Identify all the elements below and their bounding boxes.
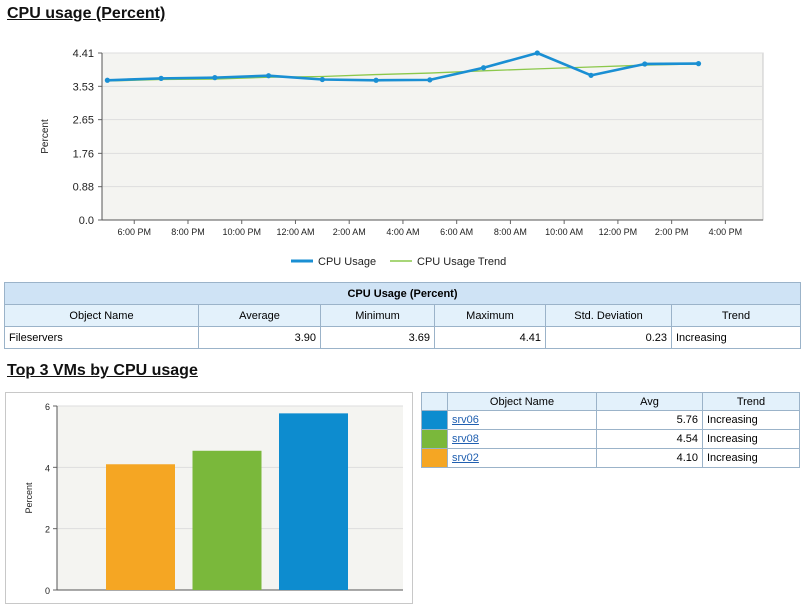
- cell-average: 3.90: [198, 326, 321, 349]
- x-tick-label: 4:00 AM: [386, 227, 419, 237]
- y-tick-label: 0: [45, 586, 50, 596]
- y-tick-label: 6: [45, 402, 50, 412]
- column-header-std-deviation: Std. Deviation: [545, 304, 672, 327]
- data-point: [480, 65, 487, 71]
- plot-area: [101, 52, 764, 221]
- data-point: [158, 75, 164, 81]
- y-tick-label: 3.53: [73, 81, 94, 93]
- data-point: [373, 77, 379, 83]
- data-point: [319, 76, 325, 83]
- vm-link-srv06[interactable]: srv06: [452, 414, 479, 426]
- column-header-trend: Trend: [702, 392, 800, 411]
- vm-link-srv08[interactable]: srv08: [452, 433, 479, 445]
- bar-srv06: [279, 413, 348, 590]
- x-tick-label: 12:00 AM: [276, 227, 314, 237]
- cell-object-name: srv06: [447, 410, 597, 430]
- legend-label-cpu-usage-trend: CPU Usage Trend: [417, 256, 506, 268]
- x-tick-label: 6:00 AM: [440, 227, 473, 237]
- column-header-object-name: Object Name: [4, 304, 199, 327]
- y-axis-label: Percent: [24, 482, 34, 514]
- data-point: [588, 72, 594, 78]
- y-tick-label: 4: [45, 463, 50, 473]
- column-header-minimum: Minimum: [320, 304, 435, 327]
- top-vms-table: Object Name Avg Trend srv06 5.76 Increas…: [421, 392, 800, 468]
- cpu-usage-stats-table: CPU Usage (Percent) Object Name Average …: [4, 282, 801, 349]
- cell-object-name: srv08: [447, 429, 597, 449]
- data-point: [104, 77, 110, 83]
- top-vms-heading: Top 3 VMs by CPU usage: [7, 362, 198, 379]
- cell-maximum: 4.41: [434, 326, 546, 349]
- vm-link-srv02[interactable]: srv02: [452, 452, 479, 464]
- data-point: [427, 77, 433, 83]
- cell-trend: Increasing: [702, 410, 800, 430]
- cell-trend: Increasing: [702, 429, 800, 449]
- cpu-table-title: CPU Usage (Percent): [4, 282, 801, 305]
- cell-avg: 4.10: [596, 448, 703, 468]
- cpu-usage-line-chart: 0.0 0.88 1.76 2.65 3.53 4.41 6:00 PM 8:00 PM 10:…: [40, 48, 764, 268]
- series-line-cpu-usage: [107, 51, 699, 82]
- table-row: Fileservers 3.90 3.69 4.41 0.23 Increasi…: [4, 326, 801, 349]
- x-tick-label: 10:00 PM: [222, 227, 261, 237]
- column-header-object-name: Object Name: [447, 392, 597, 411]
- series-color-swatch: [422, 449, 447, 467]
- y-tick-label: 4.41: [73, 48, 94, 60]
- cell-trend: Increasing: [671, 326, 801, 349]
- y-axis-label: Percent: [40, 119, 51, 154]
- x-tick-label: 6:00 PM: [117, 227, 151, 237]
- y-tick-label: 1.76: [73, 148, 94, 160]
- x-tick-label: 2:00 PM: [655, 227, 689, 237]
- top-vms-bar-chart: 0 2 4 6 Percent: [5, 392, 413, 604]
- y-tick-label: 2.65: [73, 115, 94, 127]
- data-point: [534, 50, 540, 56]
- cell-object-name: srv02: [447, 448, 597, 468]
- bar-srv02: [106, 464, 175, 590]
- bar-srv08: [192, 450, 262, 590]
- data-point: [265, 73, 272, 79]
- data-point: [642, 61, 648, 67]
- y-tick-label: 0.0: [79, 215, 94, 227]
- cell-avg: 5.76: [596, 410, 703, 430]
- x-tick-label: 12:00 PM: [599, 227, 638, 237]
- column-header-avg: Avg: [596, 392, 703, 411]
- cell-trend: Increasing: [702, 448, 800, 468]
- color-swatch-cell: [421, 448, 448, 468]
- x-tick-label: 10:00 AM: [545, 227, 583, 237]
- y-tick-label: 0.88: [73, 182, 94, 194]
- color-swatch-cell: [421, 429, 448, 449]
- column-header-color: [421, 392, 448, 411]
- legend-label-cpu-usage: CPU Usage: [318, 256, 376, 268]
- series-color-swatch: [422, 411, 447, 429]
- series-color-swatch: [422, 430, 447, 448]
- data-point: [695, 61, 702, 67]
- y-tick-label: 2: [45, 525, 50, 535]
- cell-object-name: Fileservers: [4, 326, 199, 349]
- cell-std-deviation: 0.23: [545, 326, 672, 349]
- cpu-usage-heading: CPU usage (Percent): [7, 5, 166, 22]
- column-header-average: Average: [198, 304, 321, 327]
- cell-minimum: 3.69: [320, 326, 435, 349]
- x-tick-label: 4:00 PM: [709, 227, 743, 237]
- x-tick-label: 2:00 AM: [333, 227, 366, 237]
- column-header-trend: Trend: [671, 304, 801, 327]
- color-swatch-cell: [421, 410, 448, 430]
- data-point: [212, 75, 218, 81]
- x-tick-label: 8:00 AM: [494, 227, 527, 237]
- table-row: srv06 5.76 Increasing: [421, 410, 800, 430]
- column-header-maximum: Maximum: [434, 304, 546, 327]
- cell-avg: 4.54: [596, 429, 703, 449]
- series-line-cpu-usage-trend: [107, 63, 699, 82]
- x-tick-label: 8:00 PM: [171, 227, 205, 237]
- table-row: srv02 4.10 Increasing: [421, 448, 800, 468]
- table-row: srv08 4.54 Increasing: [421, 429, 800, 449]
